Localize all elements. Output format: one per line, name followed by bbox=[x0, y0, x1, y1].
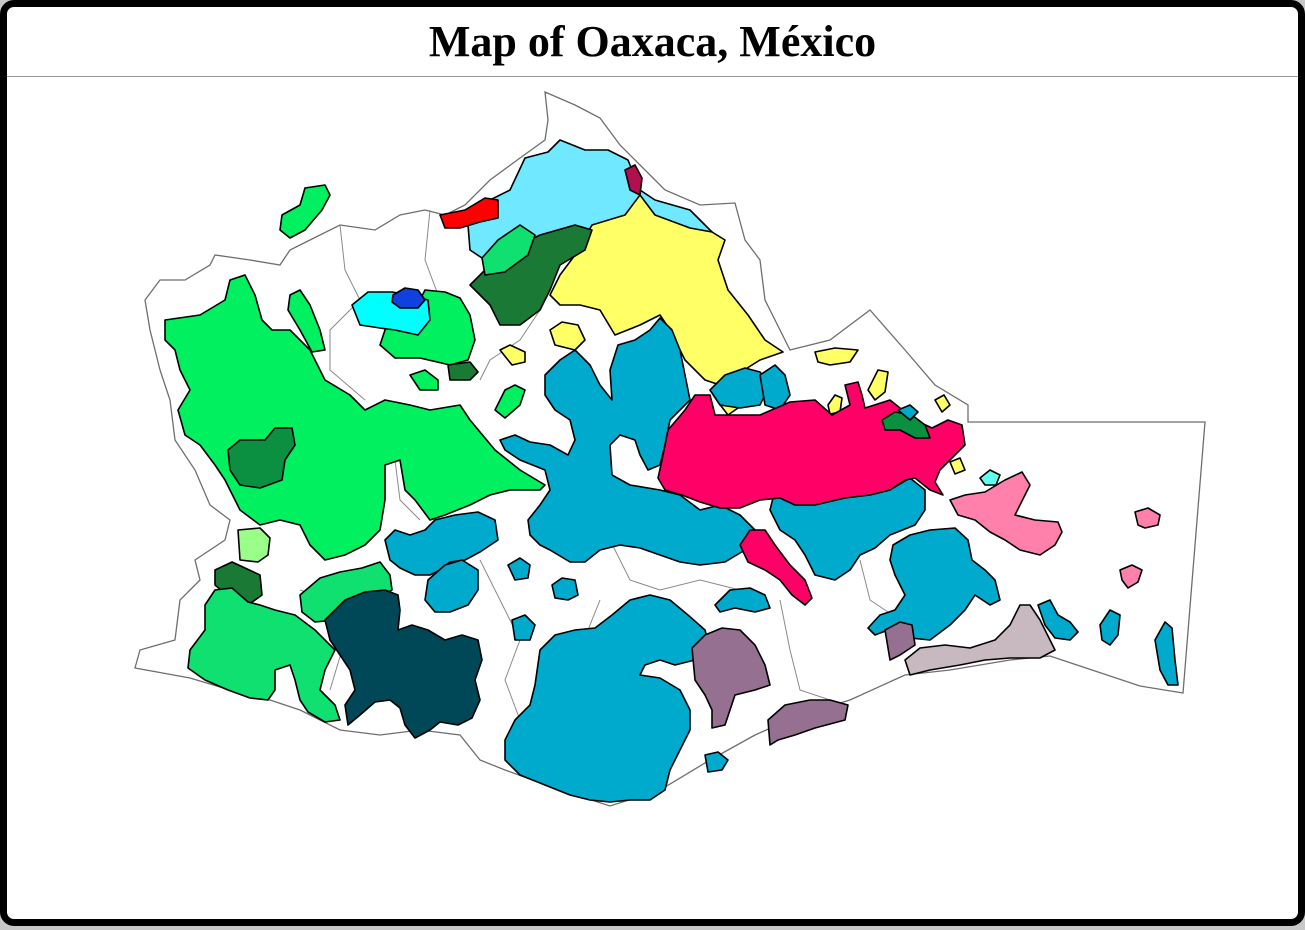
region-magenta bbox=[657, 381, 966, 509]
region-teal-south bbox=[504, 594, 711, 803]
region-dark-green-small bbox=[447, 361, 479, 381]
region-red bbox=[439, 197, 499, 229]
region-teal-sw-b bbox=[424, 559, 479, 613]
region-magenta-tail bbox=[739, 529, 813, 606]
region-light-green bbox=[237, 527, 271, 563]
region-teal-spot-e bbox=[511, 614, 536, 641]
region-light-mauve bbox=[904, 604, 1056, 676]
region-mauve-b bbox=[767, 699, 849, 746]
region-bright-green-spot-a bbox=[409, 369, 439, 391]
region-yellow-spot-c bbox=[814, 347, 859, 366]
region-mauve-a bbox=[691, 627, 771, 729]
region-aqua bbox=[979, 469, 1001, 486]
region-teal-spot-j bbox=[1154, 621, 1179, 686]
region-pink-spot-b bbox=[1119, 564, 1143, 589]
region-green-south-band bbox=[299, 561, 393, 623]
region-teal-sw-a bbox=[384, 511, 499, 576]
page-title: Map of Oaxaca, México bbox=[428, 17, 877, 66]
region-teal-tiny-east bbox=[897, 404, 919, 421]
region-teal-southeast bbox=[867, 527, 1001, 641]
region-pink-east bbox=[949, 471, 1063, 556]
region-teal-spot-f bbox=[714, 587, 771, 613]
region-forest-green-west bbox=[227, 427, 296, 489]
region-teal-spot-c bbox=[507, 557, 531, 581]
region-yellow-spot-f bbox=[934, 394, 951, 413]
region-teal-spot-d bbox=[551, 577, 579, 601]
region-teal-spot-g bbox=[704, 751, 729, 773]
region-teal-central bbox=[499, 317, 756, 566]
region-teal-spot-h bbox=[1037, 599, 1079, 641]
region-teal-spot-b bbox=[759, 364, 791, 411]
region-layer bbox=[164, 139, 1179, 803]
region-yellow-spot-b bbox=[499, 344, 526, 366]
region-mauve-c bbox=[884, 621, 916, 661]
region-green-north bbox=[481, 224, 536, 276]
region-yellow-spot-d bbox=[867, 369, 889, 401]
region-yellow-spot-a bbox=[549, 321, 586, 351]
region-blue bbox=[391, 287, 426, 309]
title-bar: Map of Oaxaca, México bbox=[7, 7, 1298, 77]
region-bright-green-nw-spot bbox=[279, 184, 331, 239]
region-green-southwest bbox=[187, 587, 341, 723]
region-crimson-north bbox=[624, 164, 643, 196]
region-teal-spot-i bbox=[1099, 609, 1121, 646]
region-bright-green-finger bbox=[287, 289, 326, 353]
region-pink-spot-a bbox=[1134, 507, 1161, 529]
region-dark-teal bbox=[324, 589, 483, 739]
region-yellow-spot-h bbox=[949, 457, 966, 475]
region-bright-green-spot-b bbox=[494, 384, 526, 419]
